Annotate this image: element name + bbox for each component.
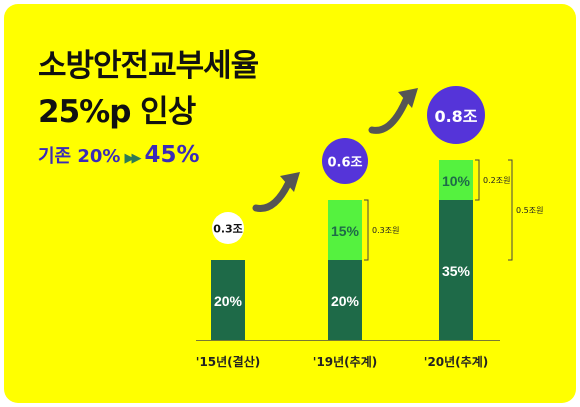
bracket-total-label: 0.5조원 <box>516 206 543 215</box>
bar-segment <box>439 200 473 340</box>
data-label: 15% <box>331 223 360 239</box>
infographic-card <box>4 4 576 403</box>
category-label: '15년(결산) <box>196 354 260 369</box>
double-arrow-icon: ▶▶ <box>124 151 141 166</box>
data-label: 35% <box>442 263 471 279</box>
arrow-head-icon <box>398 88 418 108</box>
total-bubble-label: 0.6조 <box>328 156 363 171</box>
category-label: '19년(추계) <box>313 354 377 369</box>
growth-arrow-shaft <box>252 180 292 212</box>
total-bubble-label: 0.3조 <box>213 223 243 236</box>
total-bubble <box>212 212 244 244</box>
total-bubble <box>427 86 485 144</box>
bracket-increase <box>364 199 369 261</box>
growth-arrow-shaft <box>368 96 410 134</box>
bar-segment <box>439 160 473 200</box>
bracket-increase <box>475 159 480 201</box>
category-label: '20년(추계) <box>424 354 488 369</box>
subtitle-highlight: 45% <box>144 142 200 168</box>
data-label: 20% <box>331 293 360 309</box>
title-line-1: 소방안전교부세율 <box>38 48 259 84</box>
title-line-2: 25%p 인상 <box>38 94 196 130</box>
data-label: 20% <box>214 293 243 309</box>
bar-segment <box>211 260 245 340</box>
bar-segment <box>328 260 362 340</box>
bar-segment <box>328 200 362 260</box>
bracket-increase-label: 0.3조원 <box>372 226 399 235</box>
subtitle: 기존 20% ▶▶ 45% <box>38 142 200 168</box>
subtitle-prefix: 기존 20% <box>38 146 121 167</box>
data-label: 10% <box>442 173 471 189</box>
bracket-total <box>508 159 513 261</box>
total-bubble-label: 0.8조 <box>434 107 477 126</box>
arrow-head-icon <box>280 172 300 192</box>
total-bubble <box>322 138 368 184</box>
bracket-increase-label: 0.2조원 <box>483 176 510 185</box>
